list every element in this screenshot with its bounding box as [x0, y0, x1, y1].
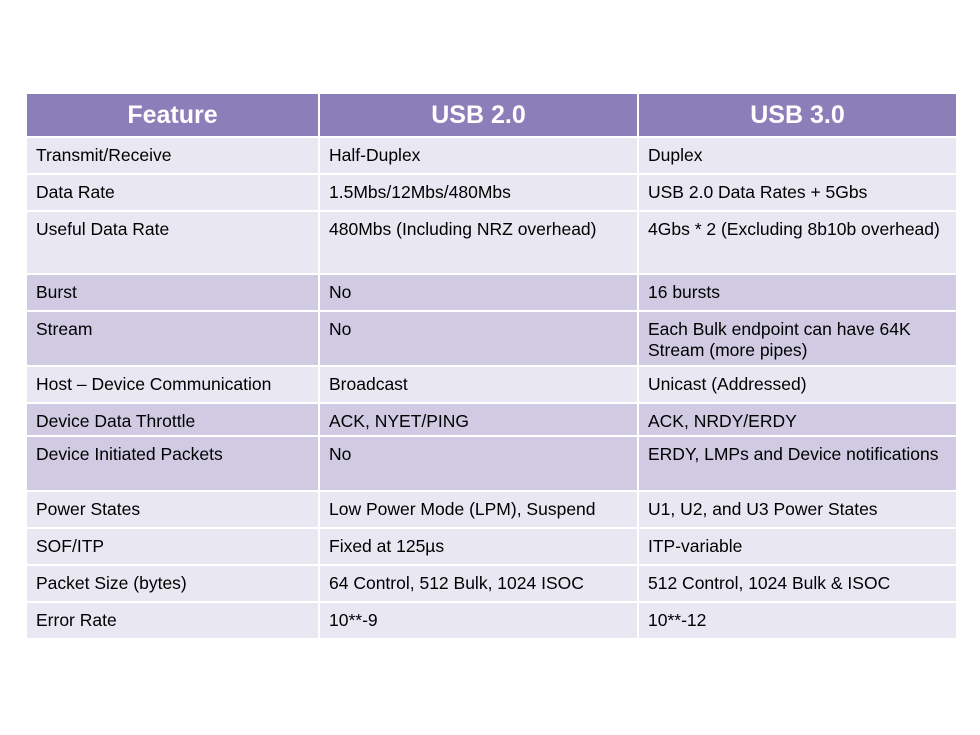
feature-cell: Device Data Throttle: [25, 402, 320, 437]
feature-cell: Data Rate: [25, 173, 320, 212]
table-row: Device Initiated Packets No ERDY, LMPs a…: [25, 435, 958, 492]
feature-cell: Power States: [25, 490, 320, 529]
usb3-cell: Unicast (Addressed): [637, 365, 958, 404]
header-usb3: USB 3.0: [637, 92, 958, 138]
feature-cell: SOF/ITP: [25, 527, 320, 566]
table-row: Burst No 16 bursts: [25, 273, 958, 312]
usb2-cell: 480Mbs (Including NRZ overhead): [318, 210, 639, 275]
feature-cell: Transmit/Receive: [25, 136, 320, 175]
usb2-cell: Fixed at 125µs: [318, 527, 639, 566]
usb2-cell: No: [318, 435, 639, 492]
usb3-cell: U1, U2, and U3 Power States: [637, 490, 958, 529]
feature-cell: Burst: [25, 273, 320, 312]
feature-cell: Packet Size (bytes): [25, 564, 320, 603]
feature-cell: Stream: [25, 310, 320, 367]
usb2-cell: No: [318, 273, 639, 312]
usb2-cell: ACK, NYET/PING: [318, 402, 639, 437]
table-row: Packet Size (bytes) 64 Control, 512 Bulk…: [25, 564, 958, 603]
feature-cell: Error Rate: [25, 601, 320, 640]
header-row: Feature USB 2.0 USB 3.0: [25, 92, 958, 138]
usb3-cell: ACK, NRDY/ERDY: [637, 402, 958, 437]
usb3-cell: ERDY, LMPs and Device notifications: [637, 435, 958, 492]
table-row: Stream No Each Bulk endpoint can have 64…: [25, 310, 958, 367]
table-row: Host – Device Communication Broadcast Un…: [25, 365, 958, 404]
feature-cell: Host – Device Communication: [25, 365, 320, 404]
usb3-cell: USB 2.0 Data Rates + 5Gbs: [637, 173, 958, 212]
usb-comparison-table: Feature USB 2.0 USB 3.0 Transmit/Receive…: [25, 92, 958, 640]
table-row: Data Rate 1.5Mbs/12Mbs/480Mbs USB 2.0 Da…: [25, 173, 958, 212]
usb2-cell: Broadcast: [318, 365, 639, 404]
table-row: Power States Low Power Mode (LPM), Suspe…: [25, 490, 958, 529]
table-row: Error Rate 10**-9 10**-12: [25, 601, 958, 640]
table-body: Transmit/Receive Half-Duplex Duplex Data…: [25, 136, 958, 640]
table-row: SOF/ITP Fixed at 125µs ITP-variable: [25, 527, 958, 566]
usb2-cell: Low Power Mode (LPM), Suspend: [318, 490, 639, 529]
usb3-cell: Each Bulk endpoint can have 64K Stream (…: [637, 310, 958, 367]
usb2-cell: 1.5Mbs/12Mbs/480Mbs: [318, 173, 639, 212]
usb3-cell: 4Gbs * 2 (Excluding 8b10b overhead): [637, 210, 958, 275]
header-feature: Feature: [25, 92, 320, 138]
table-header: Feature USB 2.0 USB 3.0: [25, 92, 958, 138]
usb3-cell: 512 Control, 1024 Bulk & ISOC: [637, 564, 958, 603]
usb2-cell: 64 Control, 512 Bulk, 1024 ISOC: [318, 564, 639, 603]
usb2-cell: No: [318, 310, 639, 367]
feature-cell: Device Initiated Packets: [25, 435, 320, 492]
usb3-cell: 16 bursts: [637, 273, 958, 312]
usb3-cell: Duplex: [637, 136, 958, 175]
table-row: Transmit/Receive Half-Duplex Duplex: [25, 136, 958, 175]
header-usb2: USB 2.0: [318, 92, 639, 138]
usb3-cell: ITP-variable: [637, 527, 958, 566]
table-row: Useful Data Rate 480Mbs (Including NRZ o…: [25, 210, 958, 275]
usb2-cell: Half-Duplex: [318, 136, 639, 175]
table-row: Device Data Throttle ACK, NYET/PING ACK,…: [25, 402, 958, 437]
usb2-cell: 10**-9: [318, 601, 639, 640]
feature-cell: Useful Data Rate: [25, 210, 320, 275]
usb3-cell: 10**-12: [637, 601, 958, 640]
